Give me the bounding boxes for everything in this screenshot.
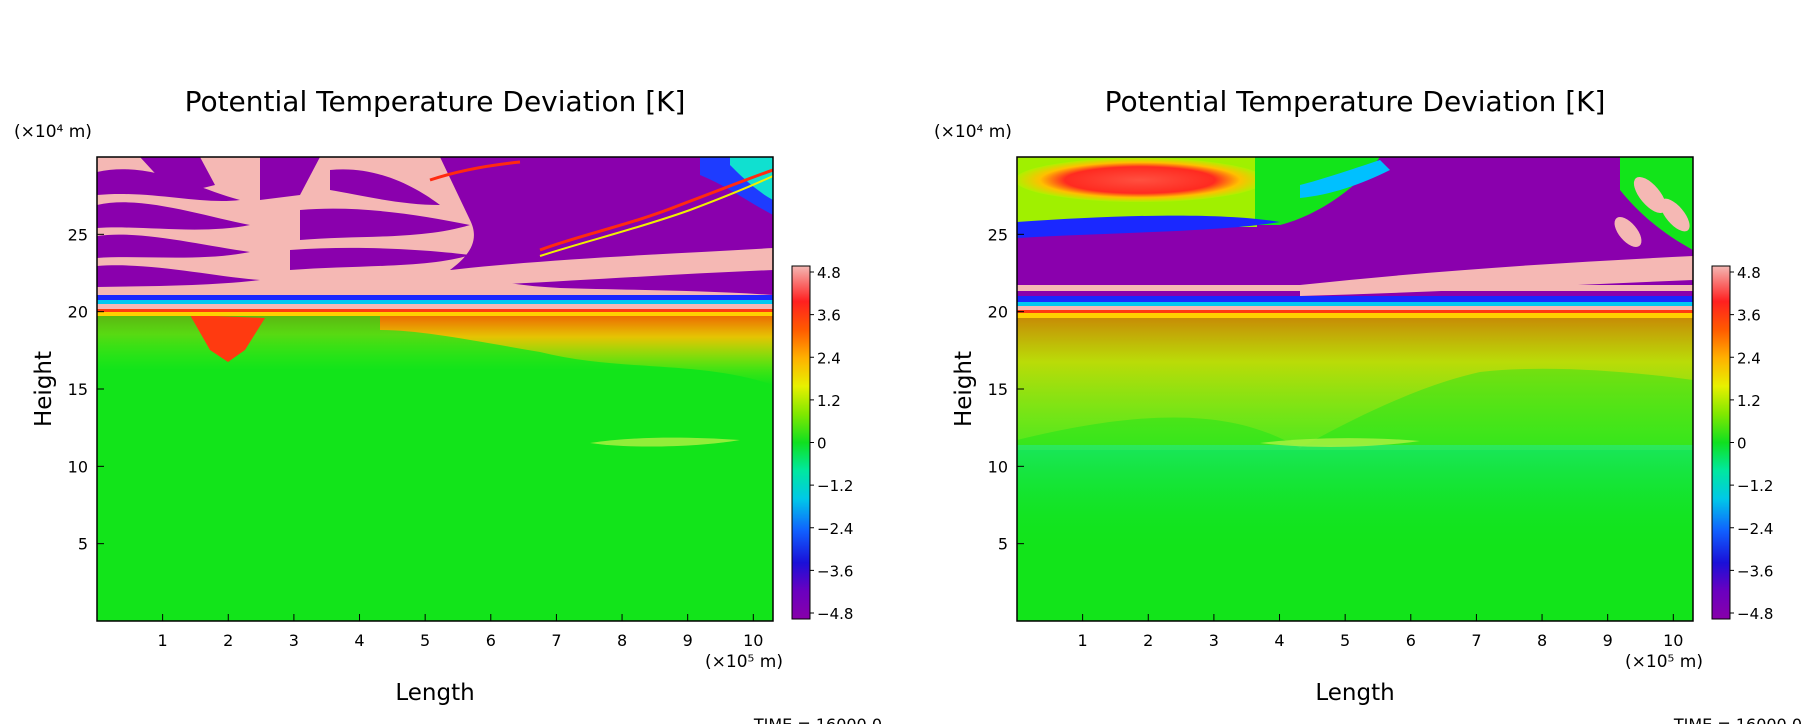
x-tick-label-4: 5 (420, 631, 430, 650)
x-tick-label-6: 7 (551, 631, 561, 650)
x-tick-label-1: 2 (1143, 631, 1153, 650)
x-tick-labels: 1 2 3 4 5 6 7 8 9 10 (158, 631, 764, 650)
x-tick-marks (1082, 614, 1674, 621)
x-tick-marks (162, 614, 754, 621)
colorbar-tick-label-7: −3.6 (817, 562, 853, 580)
colorbar-tick-label-8: −4.8 (817, 605, 853, 623)
x-tick-label-3: 4 (1274, 631, 1284, 650)
y-tick-label-0: 5 (998, 535, 1008, 554)
heatmap-field (1017, 157, 1693, 621)
x-tick-label-3: 4 (354, 631, 364, 650)
colorbar-tick-label-6: −2.4 (1737, 520, 1773, 538)
y-tick-label-2: 15 (68, 380, 88, 399)
x-tick-label-6: 7 (1471, 631, 1481, 650)
chart-title: Potential Temperature Deviation [K] (1105, 85, 1606, 118)
colorbar-tick-label-0: 4.8 (817, 264, 841, 282)
x-unit-label: (×10⁵ m) (1625, 652, 1703, 672)
y-tick-marks (97, 233, 104, 545)
colorbar-tick-label-5: −1.2 (817, 477, 853, 495)
colorbar-tick-label-3: 1.2 (1737, 392, 1761, 410)
x-tick-label-2: 3 (1209, 631, 1219, 650)
x-tick-label-9: 10 (743, 631, 763, 650)
x-tick-label-5: 6 (1406, 631, 1416, 650)
chart-title: Potential Temperature Deviation [K] (185, 85, 686, 118)
x-tick-labels: 1 2 3 4 5 6 7 8 9 10 (1078, 631, 1684, 650)
y-axis-label: Height (31, 351, 57, 427)
y-tick-label-3: 20 (68, 303, 88, 322)
x-axis-label: Length (1315, 680, 1394, 706)
y-tick-label-4: 25 (988, 225, 1008, 244)
colorbar-tick-label-8: −4.8 (1737, 605, 1773, 623)
x-tick-label-0: 1 (1078, 631, 1088, 650)
y-axis-label: Height (951, 351, 977, 427)
x-tick-label-0: 1 (158, 631, 168, 650)
x-tick-label-8: 9 (1603, 631, 1613, 650)
chart-svg: Potential Temperature Deviation [K] (×10… (934, 85, 1802, 724)
colorbar-tick-label-2: 2.4 (1737, 349, 1761, 367)
y-tick-label-0: 5 (78, 535, 88, 554)
colorbar-tick-label-3: 1.2 (817, 392, 841, 410)
x-tick-label-5: 6 (486, 631, 496, 650)
colorbar-tick-label-2: 2.4 (817, 349, 841, 367)
chart-panel-left: Potential Temperature Deviation [K] (×10… (14, 85, 882, 724)
y-tick-label-1: 10 (988, 457, 1008, 476)
colorbar-gradient (1711, 265, 1731, 620)
x-tick-label-2: 3 (289, 631, 299, 650)
colorbar-tick-label-7: −3.6 (1737, 562, 1773, 580)
y-unit-label: (×10⁴ m) (934, 122, 1012, 142)
y-unit-label: (×10⁴ m) (14, 122, 92, 142)
x-axis-label: Length (395, 680, 474, 706)
y-tick-label-1: 10 (68, 457, 88, 476)
x-tick-label-7: 8 (1537, 631, 1547, 650)
colorbar-tick-label-1: 3.6 (1737, 307, 1761, 325)
colorbar-tick-label-4: 0 (1737, 435, 1747, 453)
y-tick-labels: 5 10 15 20 25 (988, 225, 1008, 553)
y-tick-labels: 5 10 15 20 25 (68, 225, 88, 553)
colorbar-tick-label-5: −1.2 (1737, 477, 1773, 495)
y-tick-marks (1017, 233, 1024, 545)
x-tick-label-8: 9 (683, 631, 693, 650)
x-tick-label-4: 5 (1340, 631, 1350, 650)
x-tick-label-7: 8 (617, 631, 627, 650)
time-footer: TIME = 16000.0 (1673, 715, 1802, 724)
heatmap-field (97, 157, 773, 621)
chart-svg: Potential Temperature Deviation [K] (×10… (14, 85, 882, 724)
colorbar-tick-labels: 4.8 3.6 2.4 1.2 0 −1.2 −2.4 −3.6 −4.8 (1730, 264, 1773, 623)
y-tick-label-4: 25 (68, 225, 88, 244)
x-tick-label-1: 2 (223, 631, 233, 650)
x-unit-label: (×10⁵ m) (705, 652, 783, 672)
time-footer: TIME = 16000.0 (753, 715, 882, 724)
x-tick-label-9: 10 (1663, 631, 1683, 650)
y-tick-label-3: 20 (988, 303, 1008, 322)
colorbar-tick-label-0: 4.8 (1737, 264, 1761, 282)
chart-panel-right: Potential Temperature Deviation [K] (×10… (920, 0, 1808, 724)
colorbar-gradient (791, 265, 811, 620)
colorbar-tick-label-4: 0 (817, 435, 827, 453)
colorbar-tick-labels: 4.8 3.6 2.4 1.2 0 −1.2 −2.4 −3.6 −4.8 (810, 264, 853, 623)
y-tick-label-2: 15 (988, 380, 1008, 399)
colorbar-tick-label-1: 3.6 (817, 307, 841, 325)
colorbar-tick-label-6: −2.4 (817, 520, 853, 538)
